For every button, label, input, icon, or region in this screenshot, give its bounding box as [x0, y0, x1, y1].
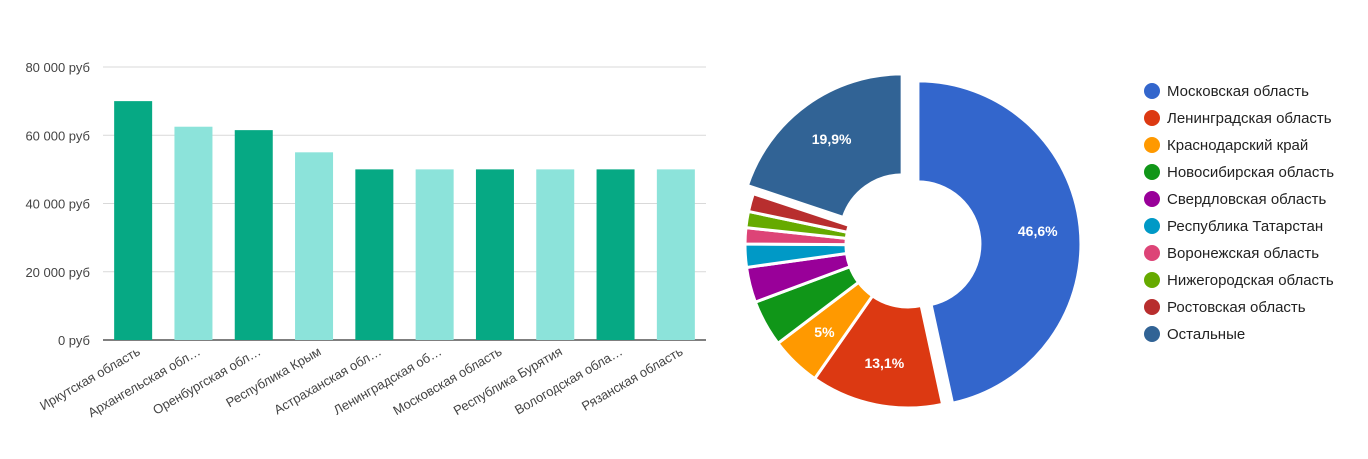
bar	[114, 101, 153, 340]
x-tick-label: Астраханская обл…	[271, 344, 384, 418]
legend-swatch	[1144, 110, 1160, 126]
legend-label: Московская область	[1167, 83, 1309, 100]
legend-swatch	[1144, 191, 1160, 207]
y-tick-label: 80 000 руб	[25, 60, 90, 75]
x-tick-label: Республика Бурятия	[451, 344, 565, 419]
bar	[295, 152, 334, 340]
y-tick-label: 40 000 руб	[25, 197, 90, 212]
slice-label: 46,6%	[1018, 223, 1058, 239]
bar	[234, 130, 273, 340]
x-tick-label: Ленинградская об…	[331, 344, 444, 418]
x-tick-label: Оренбургская обл…	[150, 344, 263, 418]
legend-swatch	[1144, 164, 1160, 180]
legend-label: Ростовская область	[1167, 299, 1306, 316]
slice-label: 19,9%	[812, 131, 852, 147]
bar-chart-panel: 0 руб 20 000 руб 40 000 руб 60 000 руб 80 00…	[0, 0, 720, 430]
legend-swatch	[1144, 326, 1160, 342]
legend-swatch	[1144, 245, 1160, 261]
legend-swatch	[1144, 218, 1160, 234]
legend-label: Свердловская область	[1167, 191, 1327, 208]
legend-label: Новосибирская область	[1167, 164, 1334, 181]
legend-swatch	[1144, 272, 1160, 288]
legend-swatch	[1144, 137, 1160, 153]
donut-slice	[745, 72, 904, 219]
x-tick-label: Иркутская область	[37, 344, 143, 414]
legend-label: Краснодарский край	[1167, 137, 1308, 154]
bar	[174, 126, 213, 340]
donut-slice	[813, 294, 945, 410]
y-tick-label: 60 000 руб	[25, 128, 90, 143]
x-tick-label: Архангельская обл…	[85, 344, 203, 421]
bar	[415, 169, 454, 340]
bar-chart: 0 руб 20 000 руб 40 000 руб 60 000 руб 80 00…	[25, 60, 706, 421]
bar	[596, 169, 635, 340]
bar	[355, 169, 394, 340]
legend-label: Остальные	[1167, 326, 1245, 343]
slice-label: 5%	[814, 324, 835, 340]
slice-label: 13,1%	[864, 355, 904, 371]
legend-label: Воронежская область	[1167, 245, 1319, 262]
bar	[475, 169, 514, 340]
y-tick-label: 0 руб	[58, 333, 90, 348]
donut-chart-panel: 46,6% 13,1% 5% 19,9% Московская область Ленин…	[720, 0, 1368, 454]
legend-swatch	[1144, 299, 1160, 315]
bar	[656, 169, 695, 340]
legend-swatch	[1144, 83, 1160, 99]
donut-chart: 46,6% 13,1% 5% 19,9% Московская область Ленин…	[743, 72, 1334, 410]
x-tick-label: Московская область	[390, 344, 504, 419]
legend-label: Нижегородская область	[1167, 272, 1334, 289]
y-tick-label: 20 000 руб	[25, 265, 90, 280]
donut-slice	[746, 192, 851, 234]
bar	[536, 169, 575, 340]
donut-slice	[916, 79, 1083, 405]
legend-label: Республика Татарстан	[1167, 218, 1323, 235]
legend-label: Ленинградская область	[1167, 110, 1332, 127]
x-tick-label: Вологодская обла…	[512, 344, 625, 418]
x-tick-label: Рязанская область	[579, 343, 686, 413]
